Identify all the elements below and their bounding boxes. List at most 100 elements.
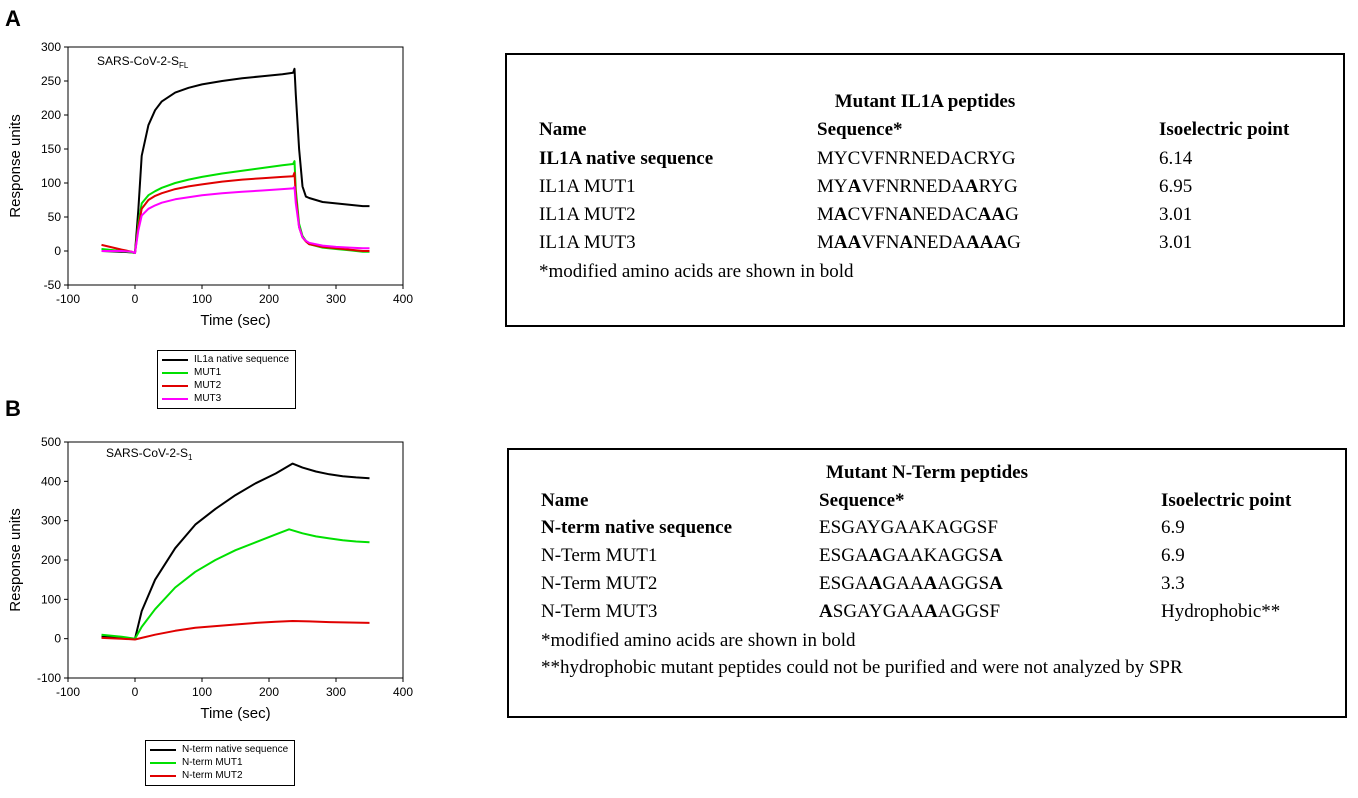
- cell-isoelectric-point: 3.01: [1159, 204, 1193, 225]
- table-row: IL1A MUT1 MYAVFNRNEDAARYG 6.95: [539, 176, 1333, 203]
- cell-isoelectric-point: 3.3: [1161, 573, 1185, 594]
- table-row: IL1A MUT2 MACVFNANEDACAAG 3.01: [539, 204, 1333, 231]
- cell-name: N-Term MUT2: [541, 573, 658, 594]
- legend-swatch: [162, 358, 188, 361]
- legend-swatch: [162, 397, 188, 400]
- x-tick-label: 200: [259, 292, 279, 306]
- cell-sequence: ESGAAGAAAAGGSA: [819, 573, 1003, 594]
- legend-item: N-term MUT2: [150, 769, 288, 782]
- legend-label: IL1a native sequence: [194, 354, 290, 365]
- legend-label: N-term MUT2: [182, 770, 243, 781]
- legend-label: MUT1: [194, 367, 222, 378]
- table-il1a-note: *modified amino acids are shown in bold: [539, 261, 854, 282]
- x-tick-label: 100: [192, 685, 212, 699]
- legend-swatch: [162, 384, 188, 387]
- x-tick-label: -100: [56, 292, 80, 306]
- legend-item: MUT1: [162, 366, 289, 379]
- cell-name: IL1A native sequence: [539, 148, 714, 169]
- cell-sequence: ESGAAGAAKAGGSA: [819, 545, 1003, 566]
- x-axis-title: Time (sec): [200, 705, 270, 722]
- series-line-2: [101, 528, 370, 640]
- series-line-3: [101, 620, 370, 641]
- x-tick-label: 100: [192, 292, 212, 306]
- chart-a: -100 0 100 200 300 400 -50 0 50 100 150 200 250 300 Ti…: [7, 40, 413, 329]
- y-tick-label: 0: [54, 632, 61, 646]
- header-isoelectric-point: Isoelectric point: [1159, 119, 1290, 140]
- x-tick-label: 300: [326, 685, 346, 699]
- legend-swatch: [150, 761, 176, 764]
- x-axis-title: Time (sec): [200, 312, 270, 329]
- legend-swatch: [150, 774, 176, 777]
- cell-name: N-term native sequence: [541, 517, 733, 538]
- cell-name: IL1A MUT2: [539, 204, 636, 225]
- header-isoelectric-point: Isoelectric point: [1161, 490, 1292, 511]
- table-row: N-Term MUT2 ESGAAGAAAAGGSA 3.3: [541, 573, 1335, 600]
- header-sequence: Sequence*: [819, 490, 905, 511]
- table-row: N-term native sequence ESGAYGAAKAGGSF 6.9: [541, 517, 1335, 544]
- table-row: IL1A native sequence MYCVFNRNEDACRYG 6.14: [539, 148, 1333, 175]
- panel-letter-a: A: [5, 6, 21, 31]
- x-tick-label: 300: [326, 292, 346, 306]
- table-nterm: Mutant N-Term peptides Name Sequence* Is…: [507, 448, 1347, 718]
- y-tick-label: 50: [48, 210, 62, 224]
- y-tick-label: 0: [54, 244, 61, 258]
- cell-sequence: MYAVFNRNEDAARYG: [817, 176, 1018, 197]
- y-tick-label: -100: [37, 671, 61, 685]
- series-line-1: [101, 462, 370, 640]
- y-tick-label: 500: [41, 435, 61, 449]
- cell-sequence: ASGAYGAAAAGGSF: [819, 601, 1001, 622]
- cell-isoelectric-point: 6.9: [1161, 545, 1185, 566]
- cell-sequence: MYCVFNRNEDACRYG: [817, 148, 1016, 169]
- cell-name: IL1A MUT1: [539, 176, 636, 197]
- y-tick-label: -50: [44, 278, 62, 292]
- legend-swatch: [162, 371, 188, 374]
- x-tick-label: -100: [56, 685, 80, 699]
- y-tick-label: 300: [41, 40, 61, 54]
- y-tick-label: 300: [41, 514, 61, 528]
- chart-title: SARS-CoV-2-SFL: [97, 54, 189, 70]
- legend-b: N-term native sequence N-term MUT1 N-term …: [145, 740, 296, 786]
- cell-name: N-Term MUT1: [541, 545, 658, 566]
- legend-item: IL1a native sequence: [162, 353, 289, 366]
- x-tick-label: 400: [393, 292, 413, 306]
- legend-label: MUT3: [194, 393, 222, 404]
- series-line-1: [101, 67, 370, 254]
- y-axis-title: Response units: [7, 114, 24, 217]
- legend-label: N-term MUT1: [182, 757, 243, 768]
- header-sequence: Sequence*: [817, 119, 903, 140]
- legend-item: MUT2: [162, 379, 289, 392]
- legend-label: N-term native sequence: [182, 744, 289, 755]
- x-tick-label: 0: [132, 292, 139, 306]
- table-row: N-Term MUT3 ASGAYGAAAAGGSF Hydrophobic**: [541, 601, 1335, 628]
- cell-name: IL1A MUT3: [539, 232, 636, 253]
- table-il1a: Mutant IL1A peptides Name Sequence* Isoe…: [505, 53, 1345, 327]
- legend-a: IL1a native sequence MUT1 MUT2 MUT3: [157, 350, 297, 409]
- table-row: N-Term MUT1 ESGAAGAAKAGGSA 6.9: [541, 545, 1335, 572]
- y-tick-label: 250: [41, 74, 61, 88]
- y-tick-label: 150: [41, 142, 61, 156]
- cell-isoelectric-point: 6.14: [1159, 148, 1193, 169]
- legend-item: MUT3: [162, 392, 289, 405]
- table-il1a-title: Mutant IL1A peptides: [834, 91, 1016, 112]
- cell-name: N-Term MUT3: [541, 601, 658, 622]
- x-tick-label: 400: [393, 685, 413, 699]
- cell-isoelectric-point: Hydrophobic**: [1161, 601, 1281, 622]
- x-tick-label: 200: [259, 685, 279, 699]
- table-row: IL1A MUT3 MAAVFNANEDAAAAG 3.01: [539, 232, 1333, 259]
- legend-swatch: [150, 748, 176, 751]
- cell-sequence: MACVFNANEDACAAG: [817, 204, 1019, 225]
- y-axis-title: Response units: [7, 508, 24, 611]
- cell-isoelectric-point: 6.9: [1161, 517, 1185, 538]
- cell-isoelectric-point: 3.01: [1159, 232, 1193, 253]
- y-tick-label: 100: [41, 592, 61, 606]
- header-name: Name: [539, 119, 587, 140]
- series-line-2: [101, 160, 370, 254]
- series-line-3: [101, 171, 370, 254]
- legend-item: N-term native sequence: [150, 743, 288, 756]
- table-nterm-note-1: *modified amino acids are shown in bold: [541, 630, 856, 651]
- cell-sequence: MAAVFNANEDAAAAG: [817, 232, 1021, 253]
- chart-title: SARS-CoV-2-S1: [106, 446, 193, 462]
- panel-letter-b: B: [5, 396, 21, 421]
- cell-sequence: ESGAYGAAKAGGSF: [819, 517, 998, 538]
- y-tick-label: 200: [41, 108, 61, 122]
